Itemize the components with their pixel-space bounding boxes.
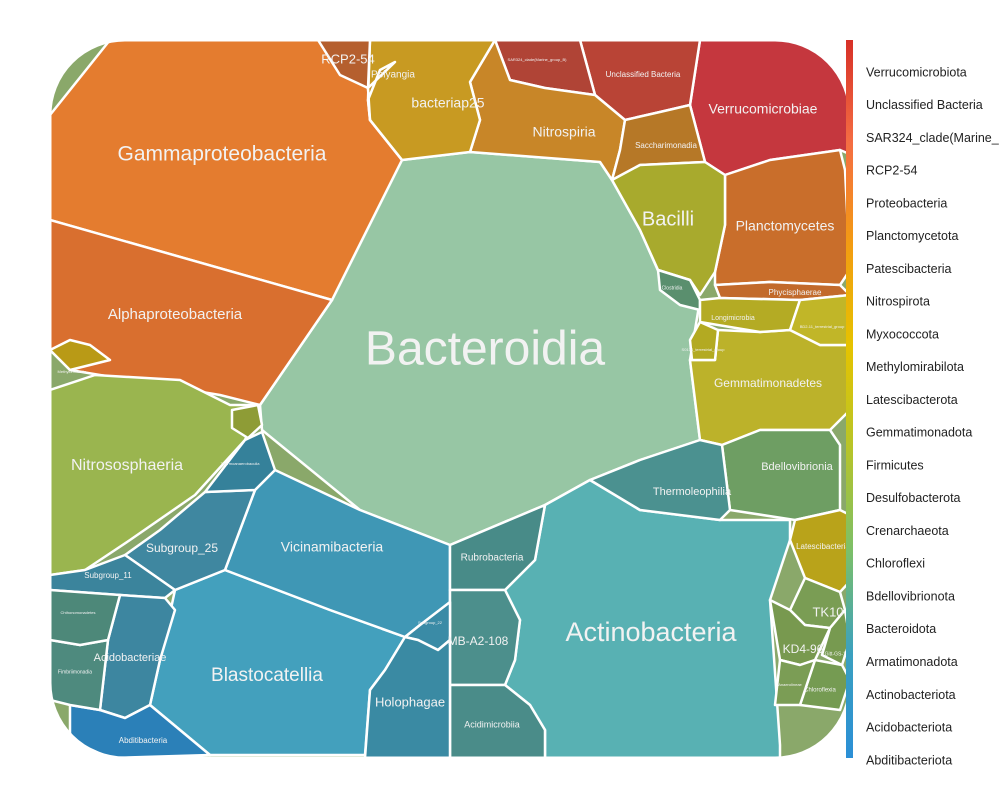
cell-label-methylomirabilia: Methylomirabilia [58, 369, 88, 374]
legend-entry-unclassified-bacteria: Unclassified Bacteria [866, 98, 983, 112]
cell-label-rcp2-54: RCP2-54 [321, 51, 374, 66]
cell-label-acidobacteriae: Acidobacteriae [94, 652, 167, 664]
legend-entry-crenarchaeota: Crenarchaeota [866, 524, 949, 538]
legend-entry-rcp2-54: RCP2-54 [866, 164, 917, 178]
cell-label-mb-a2-108: MB-A2-108 [448, 634, 509, 648]
legend: Verrucomicrobiota Unclassified Bacteria SA… [846, 40, 1000, 767]
legend-entry-abditibacteriota: Abditibacteriota [866, 753, 952, 767]
cell-rubrobacteria[interactable] [448, 503, 547, 592]
cell-latescibacteria[interactable] [788, 508, 870, 594]
cell-label-gitt-gs-136: Gitt-GS-136 [825, 651, 852, 657]
cell-alphaproteobacteria[interactable] [50, 218, 334, 407]
cell-label-unclassified-bacteria: Unclassified Bacteria [606, 70, 681, 79]
legend-entry-desulfobacterota: Desulfobacterota [866, 491, 961, 505]
cell-label-bacteriap25: bacteriap25 [411, 95, 484, 111]
cell-label-verrucomicrobiae: Verrucomicrobiae [709, 101, 818, 117]
cell-label-thermoanaerobaculia: Thermoanaerobaculia [221, 461, 261, 466]
legend-entry-armatimonadota: Armatimonadota [866, 655, 958, 669]
legend-entry-proteobacteria: Proteobacteria [866, 196, 947, 210]
cell-label-acidimicrobiia: Acidimicrobiia [464, 719, 520, 729]
cell-desulfobacterota[interactable] [230, 403, 264, 440]
cell-label-blastocatellia: Blastocatellia [211, 665, 323, 686]
cell-label-chthonomonadetes: Chthonomonadetes [61, 610, 96, 615]
cell-label-alphaproteobacteria: Alphaproteobacteria [108, 306, 243, 323]
legend-entry-latescibacterota: Latescibacterota [866, 393, 958, 407]
legend-entry-bacteroidota: Bacteroidota [866, 622, 936, 636]
legend-entry-firmicutes: Firmicutes [866, 458, 924, 472]
legend-entry-actinobacteriota: Actinobacteriota [866, 688, 956, 702]
cell-acidimicrobiia[interactable] [448, 683, 547, 758]
cell-label-vicinamibacteria: Vicinamibacteria [281, 539, 384, 555]
legend-entry-methylomirabilota: Methylomirabilota [866, 360, 964, 374]
cell-anaerolineae[interactable] [773, 658, 817, 707]
cell-label-clostridia: Clostridia [662, 285, 683, 291]
cell-holophagae[interactable] [363, 635, 452, 758]
cell-label-tk10: TK10 [812, 604, 843, 619]
cell-label-saccharimonadia: Saccharimonadia [635, 141, 697, 150]
cell-label-bdellovibrionia: Bdellovibrionia [761, 461, 833, 473]
legend-entry-nitrospirota: Nitrospirota [866, 295, 930, 309]
cell-label-sar324-clade-marine-group-b: SAR324_clade(Marine_group_B) [508, 57, 568, 62]
cell-label-kd4-96: KD4-96 [783, 642, 824, 656]
cell-label-bd2-11-terrestrial-group: BD2-11_terrestrial_group [800, 324, 845, 329]
cell-label-gemmatimonadetes: Gemmatimonadetes [714, 376, 822, 390]
cell-bd2-11-terrestrial-group[interactable] [788, 293, 850, 347]
cell-polyangia[interactable] [366, 60, 404, 162]
legend-entry-gemmatimonadota: Gemmatimonadota [866, 426, 972, 440]
legend-entry-myxococcota: Myxococcota [866, 327, 939, 341]
cell-bacilli[interactable] [610, 160, 727, 297]
cell-label-subgroup-22: Subgroup_22 [418, 620, 443, 625]
cell-label-chloroflexia: Chloroflexia [804, 688, 836, 694]
cell-label-longimicrobia: Longimicrobia [711, 315, 755, 322]
legend-entry-sar324-clade-marine: SAR324_clade(Marine_ [866, 131, 1000, 145]
cell-label-actinobacteria: Actinobacteria [565, 617, 737, 647]
cell-bdellovibrionia[interactable] [720, 428, 842, 522]
legend-entry-patescibacteria: Patescibacteria [866, 262, 952, 276]
cell-label-abditibacteria: Abditibacteria [119, 736, 168, 745]
cell-methylomirabilia[interactable] [50, 338, 112, 372]
cell-label-holophagae: Holophagae [375, 694, 445, 709]
cell-label-latescibacteria: Latescibacteria [796, 542, 850, 551]
cell-thermoleophilia[interactable] [588, 438, 732, 522]
cell-label-anaerolineae: Anaerolineae [778, 682, 802, 687]
cell-label-nitrospiria: Nitrospiria [532, 124, 595, 140]
cell-label-s0134-terrestrial-group: S0134_terrestrial_group [682, 347, 726, 352]
legend-entry-verrucomicrobiota: Verrucomicrobiota [866, 65, 967, 79]
legend-entry-chloroflexi: Chloroflexi [866, 557, 925, 571]
cell-label-phycisphaerae: Phycisphaerae [769, 288, 822, 297]
cell-chthonomonadetes[interactable] [50, 588, 122, 647]
legend-color-bar [846, 40, 853, 758]
cell-labels-group: Bacteroidia Gammaproteobacteria Alphaprote… [58, 51, 852, 745]
legend-entry-planctomycetota: Planctomycetota [866, 229, 958, 243]
cells-group [50, 40, 870, 758]
cell-label-planctomycetes: Planctomycetes [736, 218, 835, 234]
cell-label-bacilli: Bacilli [642, 208, 694, 230]
cell-label-polyangia: Polyangia [371, 70, 415, 81]
cell-label-bacteroidia: Bacteroidia [365, 323, 605, 376]
cell-label-fimbriimonadia: Fimbriimonadia [58, 669, 92, 675]
legend-entry-bdellovibrionota: Bdellovibrionota [866, 589, 955, 603]
cell-label-subgroup-11: Subgroup_11 [84, 571, 132, 580]
cell-label-gammaproteobacteria: Gammaproteobacteria [118, 143, 327, 166]
cell-label-rubrobacteria: Rubrobacteria [461, 553, 524, 564]
cell-label-thermoleophilia: Thermoleophilia [653, 486, 732, 498]
cell-label-nitrososphaeria: Nitrososphaeria [71, 457, 183, 474]
legend-entry-acidobacteriota: Acidobacteriota [866, 721, 952, 735]
cell-rcp2-54[interactable] [316, 40, 372, 90]
cell-label-subgroup-25: Subgroup_25 [146, 541, 218, 555]
cell-s0134-terrestrial-group[interactable] [688, 320, 720, 362]
